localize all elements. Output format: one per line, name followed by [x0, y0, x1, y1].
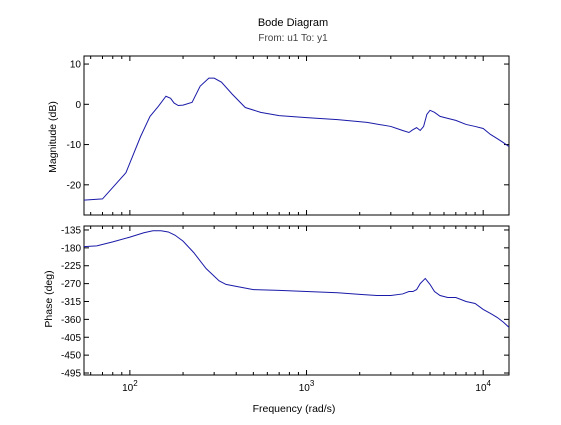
- phase-panel: -135 -180 -225 -270 -315 -360 -405 -450 -495: [61, 225, 510, 380]
- x-tick-label: 102: [122, 379, 138, 394]
- x-tick-label: 103: [299, 379, 315, 394]
- magnitude-axes-box: [83, 55, 510, 216]
- phase-y-tick-label: -135: [61, 225, 81, 236]
- phase-y-tick-label: -360: [61, 315, 81, 326]
- magnitude-axis-label: Magnitude (dB): [47, 101, 59, 173]
- magnitude-y-tick-label: 10: [70, 60, 82, 71]
- phase-y-tick-label: -270: [61, 279, 81, 290]
- magnitude-y-tick-label: -10: [67, 140, 82, 151]
- chart-subtitle: From: u1 To: y1: [258, 33, 328, 44]
- magnitude-y-tick-label: -20: [67, 180, 82, 191]
- phase-y-tick-label: -405: [61, 333, 81, 344]
- phase-axes-box: [83, 225, 510, 376]
- phase-y-tick-label: -225: [61, 261, 81, 272]
- phase-axis-label: Phase (deg): [43, 270, 55, 327]
- phase-y-tick-label: -450: [61, 351, 81, 362]
- magnitude-y-tick-label: 0: [75, 100, 81, 111]
- phase-y-tick-label: -180: [61, 243, 81, 254]
- x-tick-label: 104: [475, 379, 491, 394]
- x-axis-label: Frequency (rad/s): [253, 403, 336, 415]
- phase-series-line: [83, 230, 510, 328]
- magnitude-series-line: [83, 77, 510, 201]
- phase-y-tick-label: -495: [61, 369, 81, 380]
- magnitude-panel: 10 0 -10 -20: [67, 55, 510, 216]
- phase-y-tick-label: -315: [61, 297, 81, 308]
- chart-title: Bode Diagram: [258, 17, 328, 29]
